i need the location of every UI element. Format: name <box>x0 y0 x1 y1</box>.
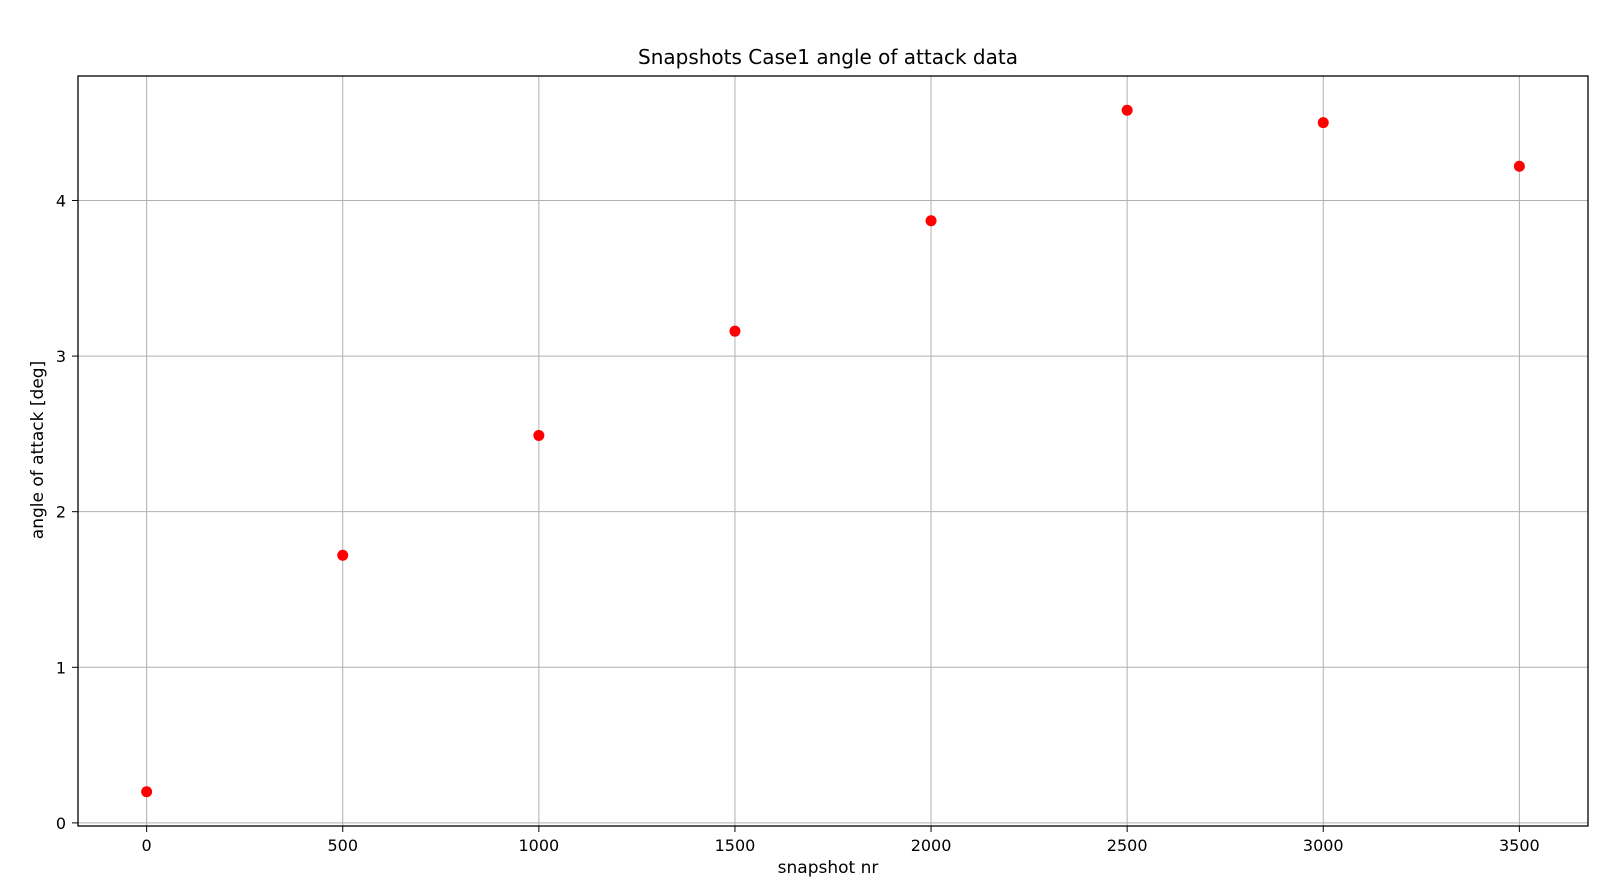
x-tick-label: 1000 <box>518 836 559 855</box>
y-tick-label: 0 <box>56 814 66 833</box>
data-point <box>1121 104 1133 116</box>
y-tick-label: 3 <box>56 347 66 366</box>
data-points <box>141 104 1525 798</box>
data-point <box>337 549 349 561</box>
x-tick-label: 2000 <box>911 836 952 855</box>
y-axis-label: angle of attack [deg] <box>28 361 48 539</box>
x-tick-label: 500 <box>327 836 358 855</box>
data-point <box>1317 117 1329 129</box>
plot-area-frame <box>77 75 1589 827</box>
x-tick-label: 0 <box>142 836 152 855</box>
data-point <box>925 215 937 227</box>
x-tick-label: 3500 <box>1499 836 1540 855</box>
y-tick-label: 4 <box>56 191 66 210</box>
x-tick-label: 1500 <box>715 836 756 855</box>
data-point <box>1513 160 1525 172</box>
x-tick-label: 3000 <box>1303 836 1344 855</box>
axis-ticks: 0 500 1000 1500 2000 2500 3000 3500 0 1 2 3 4 <box>56 191 1540 855</box>
data-point <box>141 786 153 798</box>
data-point <box>533 429 545 441</box>
y-tick-label: 2 <box>56 503 66 522</box>
chart-title: Snapshots Case1 angle of attack data <box>638 45 1018 69</box>
y-tick-label: 1 <box>56 658 66 677</box>
grid-lines <box>78 76 1588 826</box>
data-point <box>729 325 741 337</box>
x-axis-label: snapshot nr <box>778 858 879 878</box>
x-tick-label: 2500 <box>1107 836 1148 855</box>
